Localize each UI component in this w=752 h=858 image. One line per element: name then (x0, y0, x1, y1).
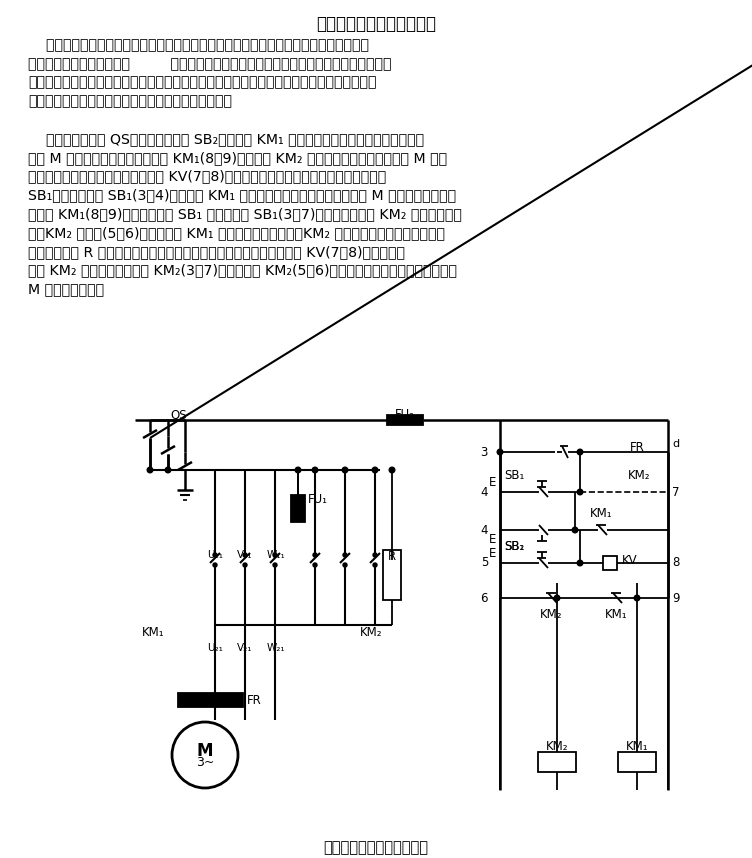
Circle shape (342, 468, 347, 473)
Text: QS: QS (170, 409, 186, 422)
Circle shape (243, 563, 247, 567)
Circle shape (273, 563, 277, 567)
Circle shape (578, 450, 583, 455)
Text: M 制动过程结束。: M 制动过程结束。 (28, 282, 104, 296)
Text: SB₁: SB₁ (504, 540, 524, 553)
Text: 5: 5 (481, 557, 488, 570)
Text: 4: 4 (481, 486, 488, 498)
Circle shape (572, 527, 578, 533)
Bar (291, 495, 305, 522)
Text: 锁。KM₂ 的触点(5－6)断开，确保 KM₁ 不能得电，实现互锁；KM₂ 的主触点闭合，使电动机定子: 锁。KM₂ 的触点(5－6)断开，确保 KM₁ 不能得电，实现互锁；KM₂ 的主… (28, 226, 445, 240)
Text: KM₁: KM₁ (626, 740, 648, 753)
Circle shape (497, 450, 503, 455)
Text: 反接制动是采用改变输入电动机定子绕组的电源相序，而使电动机迅速停止转动的一种: 反接制动是采用改变输入电动机定子绕组的电源相序，而使电动机迅速停止转动的一种 (28, 38, 369, 52)
Text: 制动方法，其控制电路如图         所示。反接制动时，旋转磁场和转子的相对速度很高，感生: 制动方法，其控制电路如图 所示。反接制动时，旋转磁场和转子的相对速度很高，感生 (28, 57, 392, 71)
Text: 8: 8 (672, 557, 679, 570)
Circle shape (213, 563, 217, 567)
Text: 合上总电源开关 QS，按下启动按钮 SB₂，接触器 KM₁ 得电吸合并自锁，其主触点闭合，电: 合上总电源开关 QS，按下启动按钮 SB₂，接触器 KM₁ 得电吸合并自锁，其主… (28, 132, 424, 146)
Text: W₂₁: W₂₁ (267, 643, 286, 653)
Circle shape (312, 468, 318, 473)
Text: KV: KV (622, 554, 638, 567)
Circle shape (147, 468, 153, 473)
Text: 4: 4 (481, 523, 488, 536)
Text: 触器 KM₂ 失电释放，其触点 KM₂(3－7)断开、触点 KM₂(5－6)恢复闭合；其主触点断开，电动机: 触器 KM₂ 失电释放，其触点 KM₂(3－7)断开、触点 KM₂(5－6)恢复… (28, 263, 457, 278)
Circle shape (372, 468, 378, 473)
Circle shape (343, 563, 347, 567)
Text: 动机 M 启动运转；同时其常闭触点 KM₁(8－9)断开，使 KM₂ 不能得电，实现互锁，。当 M 的转: 动机 M 启动运转；同时其常闭触点 KM₁(8－9)断开，使 KM₂ 不能得电，… (28, 151, 447, 165)
Text: FR: FR (630, 441, 644, 454)
Text: U₂₁: U₂₁ (207, 643, 223, 653)
Bar (383, 550, 401, 600)
Bar (618, 752, 656, 772)
Text: 3~: 3~ (196, 757, 214, 770)
Text: KM₁: KM₁ (590, 507, 612, 520)
Text: 其触点 KM₁(8－9)恢复闭合，而 SB₁ 的常开触点 SB₁(3－7)闭合，使接触器 KM₂ 得电吸合并自: 其触点 KM₁(8－9)恢复闭合，而 SB₁ 的常开触点 SB₁(3－7)闭合，… (28, 207, 462, 221)
Circle shape (373, 553, 377, 557)
Text: 6: 6 (481, 591, 488, 605)
Text: FR: FR (247, 693, 262, 706)
Circle shape (373, 563, 377, 567)
Circle shape (172, 722, 238, 788)
Text: E: E (489, 533, 496, 546)
Text: KM₁: KM₁ (142, 626, 165, 639)
Text: 7: 7 (672, 486, 680, 498)
Text: KM₂: KM₂ (540, 608, 562, 621)
Text: SB₁: SB₁ (504, 469, 524, 482)
Circle shape (343, 553, 347, 557)
Text: 单向运转反接制动控制电路: 单向运转反接制动控制电路 (316, 15, 436, 33)
Text: R: R (388, 550, 396, 563)
Circle shape (578, 560, 583, 565)
Text: d: d (672, 439, 679, 449)
Text: U₁₁: U₁₁ (207, 550, 223, 560)
Text: SB₂: SB₂ (504, 540, 524, 553)
Bar (178, 693, 243, 707)
Text: 电动势很大，制动电流也很大。为了限制制动电流，防止对设备的冲击、对精度的破坏以及对: 电动势很大，制动电流也很大。为了限制制动电流，防止对设备的冲击、对精度的破坏以及… (28, 76, 377, 89)
Bar (538, 752, 576, 772)
Text: KM₂: KM₂ (546, 740, 569, 753)
Text: 机械零部件的损坏，在制动时应在主电路中串联电阻。: 机械零部件的损坏，在制动时应在主电路中串联电阻。 (28, 94, 232, 108)
Circle shape (243, 553, 247, 557)
Text: FU₁: FU₁ (308, 493, 328, 506)
Text: KM₂: KM₂ (628, 469, 650, 482)
Text: W₁₁: W₁₁ (267, 550, 286, 560)
Text: V₁₁: V₁₁ (237, 550, 253, 560)
Text: KM₁: KM₁ (605, 608, 627, 621)
Text: 单向运转反接制动控制电路: 单向运转反接制动控制电路 (323, 840, 429, 855)
Text: SB₁，其常闭触点 SB₁(3－4)断开，使 KM₁ 失电释放，其主触点断开，电动机 M 失电而惯性运转；: SB₁，其常闭触点 SB₁(3－4)断开，使 KM₁ 失电释放，其主触点断开，电… (28, 189, 456, 202)
Circle shape (213, 553, 217, 557)
Circle shape (578, 489, 583, 495)
Text: 速上升到一定数值时，速度继电器的 KV(7～8)闭合，为制动作好准备。按下复合停止按钮: 速上升到一定数值时，速度继电器的 KV(7～8)闭合，为制动作好准备。按下复合停… (28, 170, 387, 184)
Text: E: E (489, 547, 496, 560)
Text: E: E (489, 476, 496, 489)
Circle shape (165, 468, 171, 473)
Text: KM₂: KM₂ (360, 626, 383, 639)
Circle shape (313, 553, 317, 557)
Circle shape (554, 595, 559, 601)
Circle shape (313, 563, 317, 567)
Text: M: M (197, 742, 214, 760)
Text: V₂₁: V₂₁ (237, 643, 253, 653)
Text: 9: 9 (672, 591, 680, 605)
Bar (603, 556, 617, 570)
Circle shape (390, 468, 395, 473)
Text: 绕组串联电阻 R 反接制动。当转子速度接近于零时，速度继电器的触点 KV(7－8)断开，使接: 绕组串联电阻 R 反接制动。当转子速度接近于零时，速度继电器的触点 KV(7－8… (28, 245, 405, 259)
Text: 3: 3 (481, 445, 488, 458)
Circle shape (273, 553, 277, 557)
Circle shape (296, 468, 301, 473)
Bar (387, 415, 423, 425)
Text: FU₂: FU₂ (395, 408, 415, 421)
Circle shape (634, 595, 640, 601)
